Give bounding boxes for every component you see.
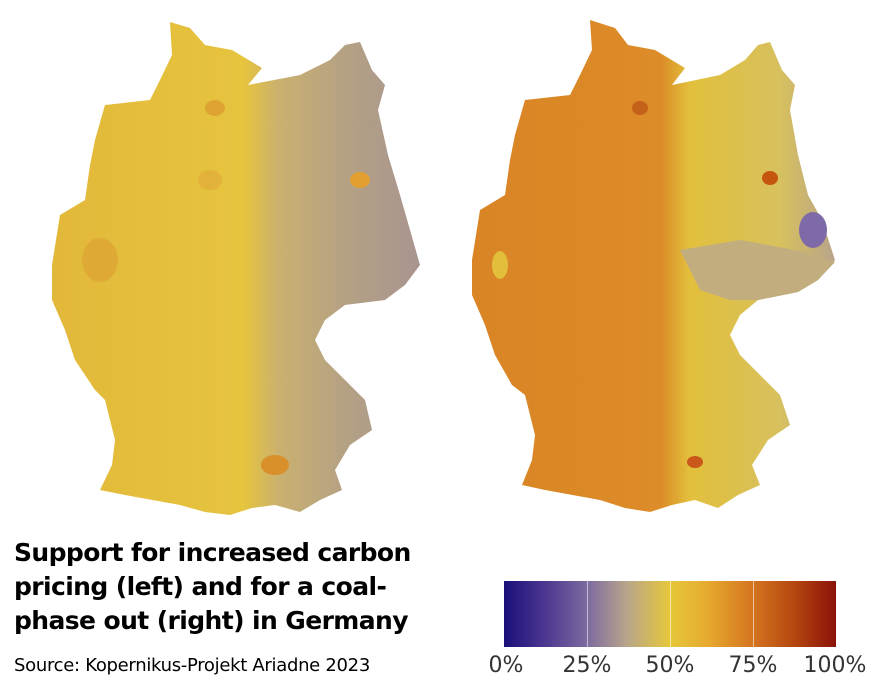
legend-tick-75	[753, 581, 754, 647]
figure-title: Support for increased carbon pricing (le…	[14, 538, 411, 635]
coal-phaseout-map	[472, 20, 835, 512]
ruhr-area	[82, 238, 118, 282]
germany-outline-right	[472, 20, 835, 512]
hamburg-area	[632, 101, 648, 115]
carbon-pricing-map	[52, 22, 420, 515]
legend-label-0: 0%	[488, 653, 524, 678]
berlin-area	[350, 172, 370, 188]
lusatia-area	[799, 212, 827, 248]
munich-area	[687, 456, 703, 468]
hannover-area	[198, 170, 222, 190]
munich-area	[261, 455, 289, 475]
saxony-area	[680, 240, 835, 300]
source-note: Source: Kopernikus-Projekt Ariadne 2023	[14, 655, 370, 676]
legend-label-100: 100%	[803, 653, 867, 678]
legend-label-75: 75%	[728, 653, 778, 678]
legend-tick-50	[670, 581, 671, 647]
color-scale-legend	[504, 581, 836, 647]
berlin-area	[762, 171, 778, 185]
legend-tick-25	[587, 581, 588, 647]
west-light-area	[492, 251, 508, 279]
hamburg-area	[205, 100, 225, 116]
legend-label-50: 50%	[645, 653, 695, 678]
legend-label-25: 25%	[562, 653, 612, 678]
germany-outline-left	[52, 22, 420, 515]
